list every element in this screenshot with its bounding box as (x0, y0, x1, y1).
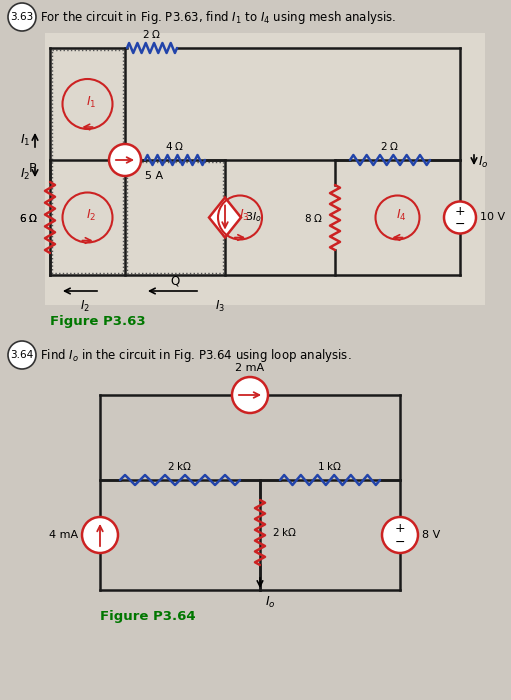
Text: 3.64: 3.64 (10, 350, 34, 360)
Text: 2 $\Omega$: 2 $\Omega$ (380, 140, 400, 152)
Text: 2 k$\Omega$: 2 k$\Omega$ (167, 460, 193, 472)
Circle shape (8, 3, 36, 31)
Polygon shape (209, 197, 241, 237)
Text: For the circuit in Fig. P3.63, find $I_1$ to $I_4$ using mesh analysis.: For the circuit in Fig. P3.63, find $I_1… (40, 8, 397, 25)
Text: $I_1$: $I_1$ (19, 132, 30, 148)
Text: −: − (455, 218, 465, 231)
Text: +: + (394, 522, 405, 535)
Text: 8 $\Omega$: 8 $\Omega$ (304, 211, 323, 223)
Text: Figure P3.64: Figure P3.64 (100, 610, 196, 623)
Text: $I_2$: $I_2$ (86, 208, 97, 223)
Text: Figure P3.63: Figure P3.63 (50, 315, 146, 328)
Text: P: P (29, 162, 36, 175)
Text: +: + (455, 205, 466, 218)
Text: 5 A: 5 A (145, 171, 163, 181)
Text: 3$I_o$: 3$I_o$ (245, 211, 262, 225)
Text: 1 k$\Omega$: 1 k$\Omega$ (317, 460, 343, 472)
Text: $I_3$: $I_3$ (215, 299, 225, 314)
Text: 2 k$\Omega$: 2 k$\Omega$ (272, 526, 297, 538)
Bar (52, 50, 123, 273)
Text: −: − (395, 536, 405, 549)
Text: $I_3$: $I_3$ (239, 208, 249, 223)
Bar (127, 162, 223, 273)
Text: $I_4$: $I_4$ (396, 208, 407, 223)
Circle shape (444, 202, 476, 234)
Text: 6 $\Omega$: 6 $\Omega$ (19, 211, 38, 223)
Circle shape (109, 144, 141, 176)
Text: 2 mA: 2 mA (236, 363, 265, 373)
Text: $I_o$: $I_o$ (478, 155, 489, 169)
Circle shape (232, 377, 268, 413)
Text: 3.63: 3.63 (10, 12, 34, 22)
Text: Q: Q (170, 275, 180, 288)
Circle shape (8, 341, 36, 369)
Text: Find $I_o$ in the circuit in Fig. P3.64 using loop analysis.: Find $I_o$ in the circuit in Fig. P3.64 … (40, 346, 352, 363)
Text: $I_o$: $I_o$ (265, 595, 275, 610)
Circle shape (82, 517, 118, 553)
Text: $I_1$: $I_1$ (86, 94, 97, 109)
Circle shape (382, 517, 418, 553)
Text: 4 mA: 4 mA (49, 530, 78, 540)
Text: 6 $\Omega$: 6 $\Omega$ (19, 211, 38, 223)
Text: 2 $\Omega$: 2 $\Omega$ (143, 28, 161, 40)
Text: 8 V: 8 V (422, 530, 440, 540)
Text: $I_2$: $I_2$ (80, 299, 90, 314)
Bar (45, 33, 485, 305)
Text: 4 $\Omega$: 4 $\Omega$ (166, 140, 184, 152)
Text: $I_2$: $I_2$ (20, 167, 30, 181)
Text: 10 V: 10 V (480, 213, 505, 223)
